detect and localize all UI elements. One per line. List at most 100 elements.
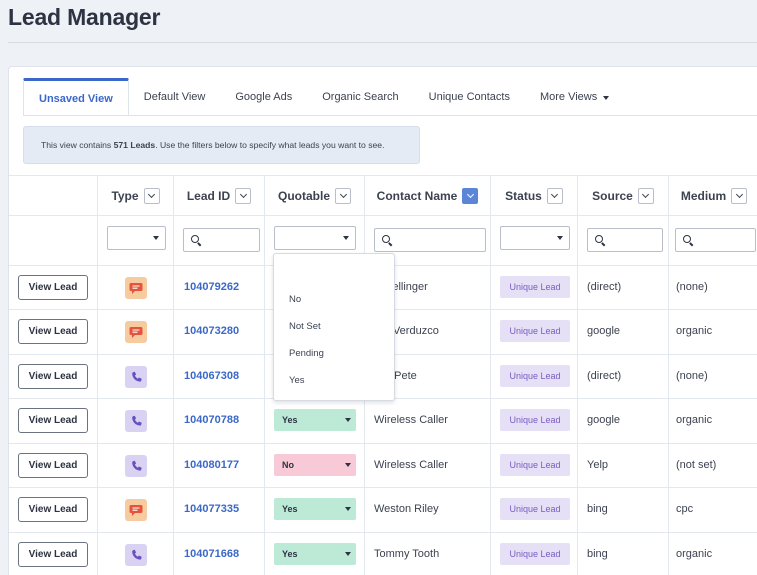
view-lead-button[interactable]: View Lead bbox=[18, 275, 88, 300]
search-icon bbox=[595, 235, 603, 243]
grid-line bbox=[490, 176, 491, 575]
leads-card: Unsaved View Default View Google Ads Org… bbox=[8, 66, 757, 575]
grid-line bbox=[577, 176, 578, 575]
contact-name: Wireless Caller bbox=[374, 459, 448, 471]
type-filter-select[interactable] bbox=[107, 226, 166, 250]
col-header-type-label: Type bbox=[111, 188, 139, 203]
tab-organic-search[interactable]: Organic Search bbox=[322, 91, 399, 103]
phone-icon bbox=[125, 410, 147, 432]
contact-name-filter-input[interactable] bbox=[374, 228, 486, 252]
sort-lead-id-button[interactable] bbox=[235, 187, 252, 204]
lead-id-link[interactable]: 104073280 bbox=[184, 325, 240, 337]
sort-contact-name-button[interactable] bbox=[462, 187, 479, 204]
chevron-down-icon bbox=[735, 190, 743, 198]
status-filter-select[interactable] bbox=[500, 226, 570, 250]
view-lead-button[interactable]: View Lead bbox=[18, 542, 88, 567]
search-icon bbox=[683, 235, 691, 243]
notice-suffix: . Use the filters below to specify what … bbox=[155, 140, 385, 150]
lead-id-link[interactable]: 104067308 bbox=[184, 370, 240, 382]
lead-id-link[interactable]: 104080177 bbox=[184, 459, 240, 471]
source-cell: google bbox=[587, 414, 621, 426]
phone-icon bbox=[125, 455, 147, 477]
grid-line bbox=[9, 175, 757, 176]
chevron-down-icon bbox=[239, 190, 247, 198]
chevron-down-icon bbox=[466, 190, 474, 198]
lead-id-filter-input[interactable] bbox=[183, 228, 260, 252]
lead-id-link[interactable]: 104077335 bbox=[184, 503, 240, 515]
dropdown-option-yes[interactable]: Yes bbox=[289, 375, 305, 386]
view-lead-button[interactable]: View Lead bbox=[18, 497, 88, 522]
status-badge: Unique Lead bbox=[500, 498, 570, 520]
lead-id-link[interactable]: 104070788 bbox=[184, 414, 240, 426]
col-header-lead-id[interactable]: Lead ID bbox=[174, 176, 264, 215]
source-filter-input[interactable] bbox=[587, 228, 663, 252]
chat-bubble-icon bbox=[125, 499, 147, 521]
quotable-select[interactable]: Yes bbox=[274, 409, 356, 431]
grid-line bbox=[9, 443, 757, 444]
search-icon bbox=[382, 235, 390, 243]
source-cell: google bbox=[587, 325, 621, 337]
lead-id-link[interactable]: 104071668 bbox=[184, 548, 240, 560]
sort-quotable-button[interactable] bbox=[335, 187, 351, 204]
view-lead-button[interactable]: View Lead bbox=[18, 408, 88, 433]
view-lead-button[interactable]: View Lead bbox=[18, 319, 88, 344]
col-header-status-label: Status bbox=[505, 188, 542, 203]
tab-unsaved-view[interactable]: Unsaved View bbox=[23, 78, 129, 116]
medium-cell: (not set) bbox=[676, 459, 717, 471]
grid-line bbox=[9, 487, 757, 488]
sort-type-button[interactable] bbox=[143, 187, 160, 204]
contact-name: Wireless Caller bbox=[374, 414, 448, 426]
chevron-down-icon bbox=[551, 190, 559, 198]
sort-source-button[interactable] bbox=[637, 187, 654, 204]
chat-bubble-icon bbox=[125, 277, 147, 299]
source-cell: (direct) bbox=[587, 370, 622, 382]
col-header-medium[interactable]: Medium bbox=[669, 176, 757, 215]
tab-google-ads[interactable]: Google Ads bbox=[235, 91, 293, 103]
contact-name: Weston Riley bbox=[374, 503, 439, 515]
quotable-select[interactable]: No bbox=[274, 454, 356, 476]
chevron-down-icon bbox=[148, 190, 156, 198]
dropdown-option-no[interactable]: No bbox=[289, 294, 302, 305]
status-badge: Unique Lead bbox=[500, 543, 570, 565]
quotable-filter-select[interactable] bbox=[274, 226, 356, 250]
sort-medium-button[interactable] bbox=[731, 187, 748, 204]
col-header-contact-name-label: Contact Name bbox=[376, 188, 458, 203]
medium-cell: cpc bbox=[676, 503, 694, 515]
tab-more-views-label: More Views bbox=[539, 91, 598, 103]
col-header-contact-name[interactable]: Contact Name bbox=[365, 176, 490, 215]
view-notice: This view contains 571 Leads. Use the fi… bbox=[23, 126, 420, 164]
tab-unique-contacts[interactable]: Unique Contacts bbox=[428, 91, 510, 103]
medium-cell: organic bbox=[676, 548, 713, 560]
col-header-status[interactable]: Status bbox=[491, 176, 577, 215]
phone-icon bbox=[125, 366, 147, 388]
dropdown-option-not-set[interactable]: Not Set bbox=[289, 321, 321, 332]
view-lead-button[interactable]: View Lead bbox=[18, 364, 88, 389]
page-title: Lead Manager bbox=[8, 4, 161, 30]
grid-line bbox=[97, 176, 98, 575]
sort-status-button[interactable] bbox=[546, 187, 563, 204]
status-badge: Unique Lead bbox=[500, 276, 570, 298]
chat-bubble-icon bbox=[125, 321, 147, 343]
quotable-dropdown-menu: No Not Set Pending Yes bbox=[273, 253, 395, 401]
col-header-source[interactable]: Source bbox=[578, 176, 668, 215]
status-badge: Unique Lead bbox=[500, 320, 570, 342]
view-tabs: Unsaved View Default View Google Ads Org… bbox=[23, 78, 624, 116]
tab-default-view[interactable]: Default View bbox=[143, 91, 206, 103]
notice-prefix: This view contains bbox=[41, 140, 112, 150]
col-header-quotable[interactable]: Quotable bbox=[265, 176, 364, 215]
search-icon bbox=[191, 235, 199, 243]
col-header-type[interactable]: Type bbox=[98, 176, 173, 215]
medium-filter-input[interactable] bbox=[675, 228, 756, 252]
source-cell: Yelp bbox=[587, 459, 609, 471]
col-header-lead-id-label: Lead ID bbox=[186, 188, 231, 203]
medium-cell: organic bbox=[676, 414, 713, 426]
lead-id-link[interactable]: 104079262 bbox=[184, 281, 240, 293]
quotable-select[interactable]: Yes bbox=[274, 498, 356, 520]
dropdown-option-pending[interactable]: Pending bbox=[289, 348, 324, 359]
quotable-select[interactable]: Yes bbox=[274, 543, 356, 565]
chevron-down-icon bbox=[642, 190, 650, 198]
tab-more-views[interactable]: More Views bbox=[525, 78, 624, 116]
view-lead-button[interactable]: View Lead bbox=[18, 453, 88, 478]
medium-cell: (none) bbox=[676, 281, 708, 293]
chevron-down-icon bbox=[339, 190, 347, 198]
